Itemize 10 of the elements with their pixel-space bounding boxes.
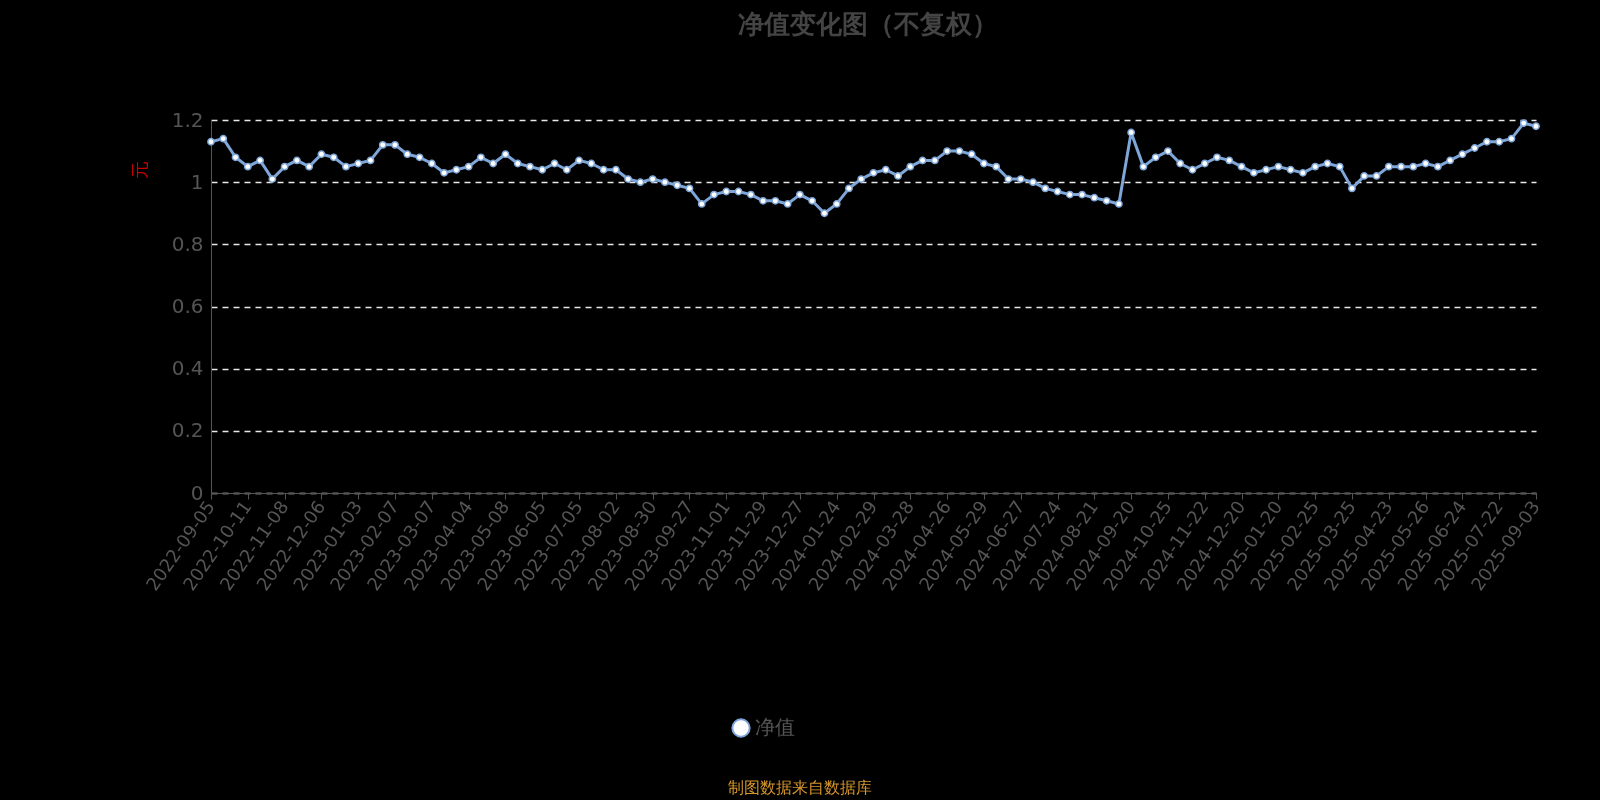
y-tick-label: 0.8	[171, 231, 204, 256]
y-axis-title: 元	[128, 160, 150, 179]
y-tick-label: 0.4	[171, 356, 204, 381]
legend-label: 净值	[755, 715, 795, 739]
y-tick-label: 1.2	[171, 107, 204, 132]
y-tick-label: 1	[190, 169, 204, 194]
text: 制图数据来自数据库	[727, 778, 873, 799]
y-tick-label: 0.2	[171, 418, 204, 443]
chart-title: 净值变化图（不复权）	[737, 9, 998, 39]
y-tick-label: 0.6	[171, 294, 204, 318]
